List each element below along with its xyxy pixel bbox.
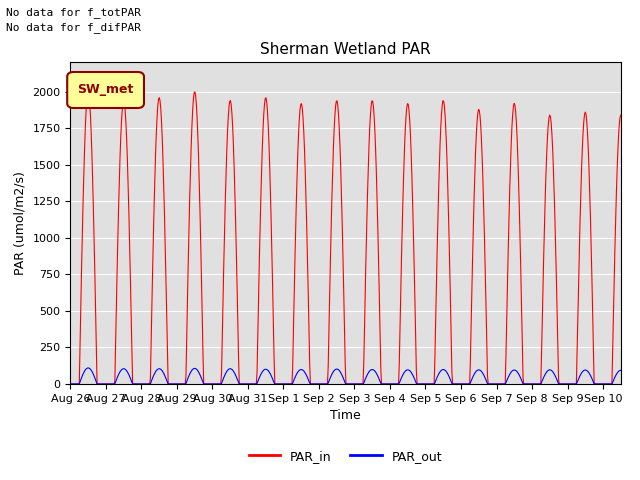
Text: No data for f_difPAR: No data for f_difPAR — [6, 22, 141, 33]
Y-axis label: PAR (umol/m2/s): PAR (umol/m2/s) — [14, 171, 27, 275]
X-axis label: Time: Time — [330, 409, 361, 422]
Legend: PAR_in, PAR_out: PAR_in, PAR_out — [244, 445, 447, 468]
Text: SW_met: SW_met — [77, 84, 134, 96]
Title: Sherman Wetland PAR: Sherman Wetland PAR — [260, 42, 431, 57]
Text: No data for f_totPAR: No data for f_totPAR — [6, 7, 141, 18]
